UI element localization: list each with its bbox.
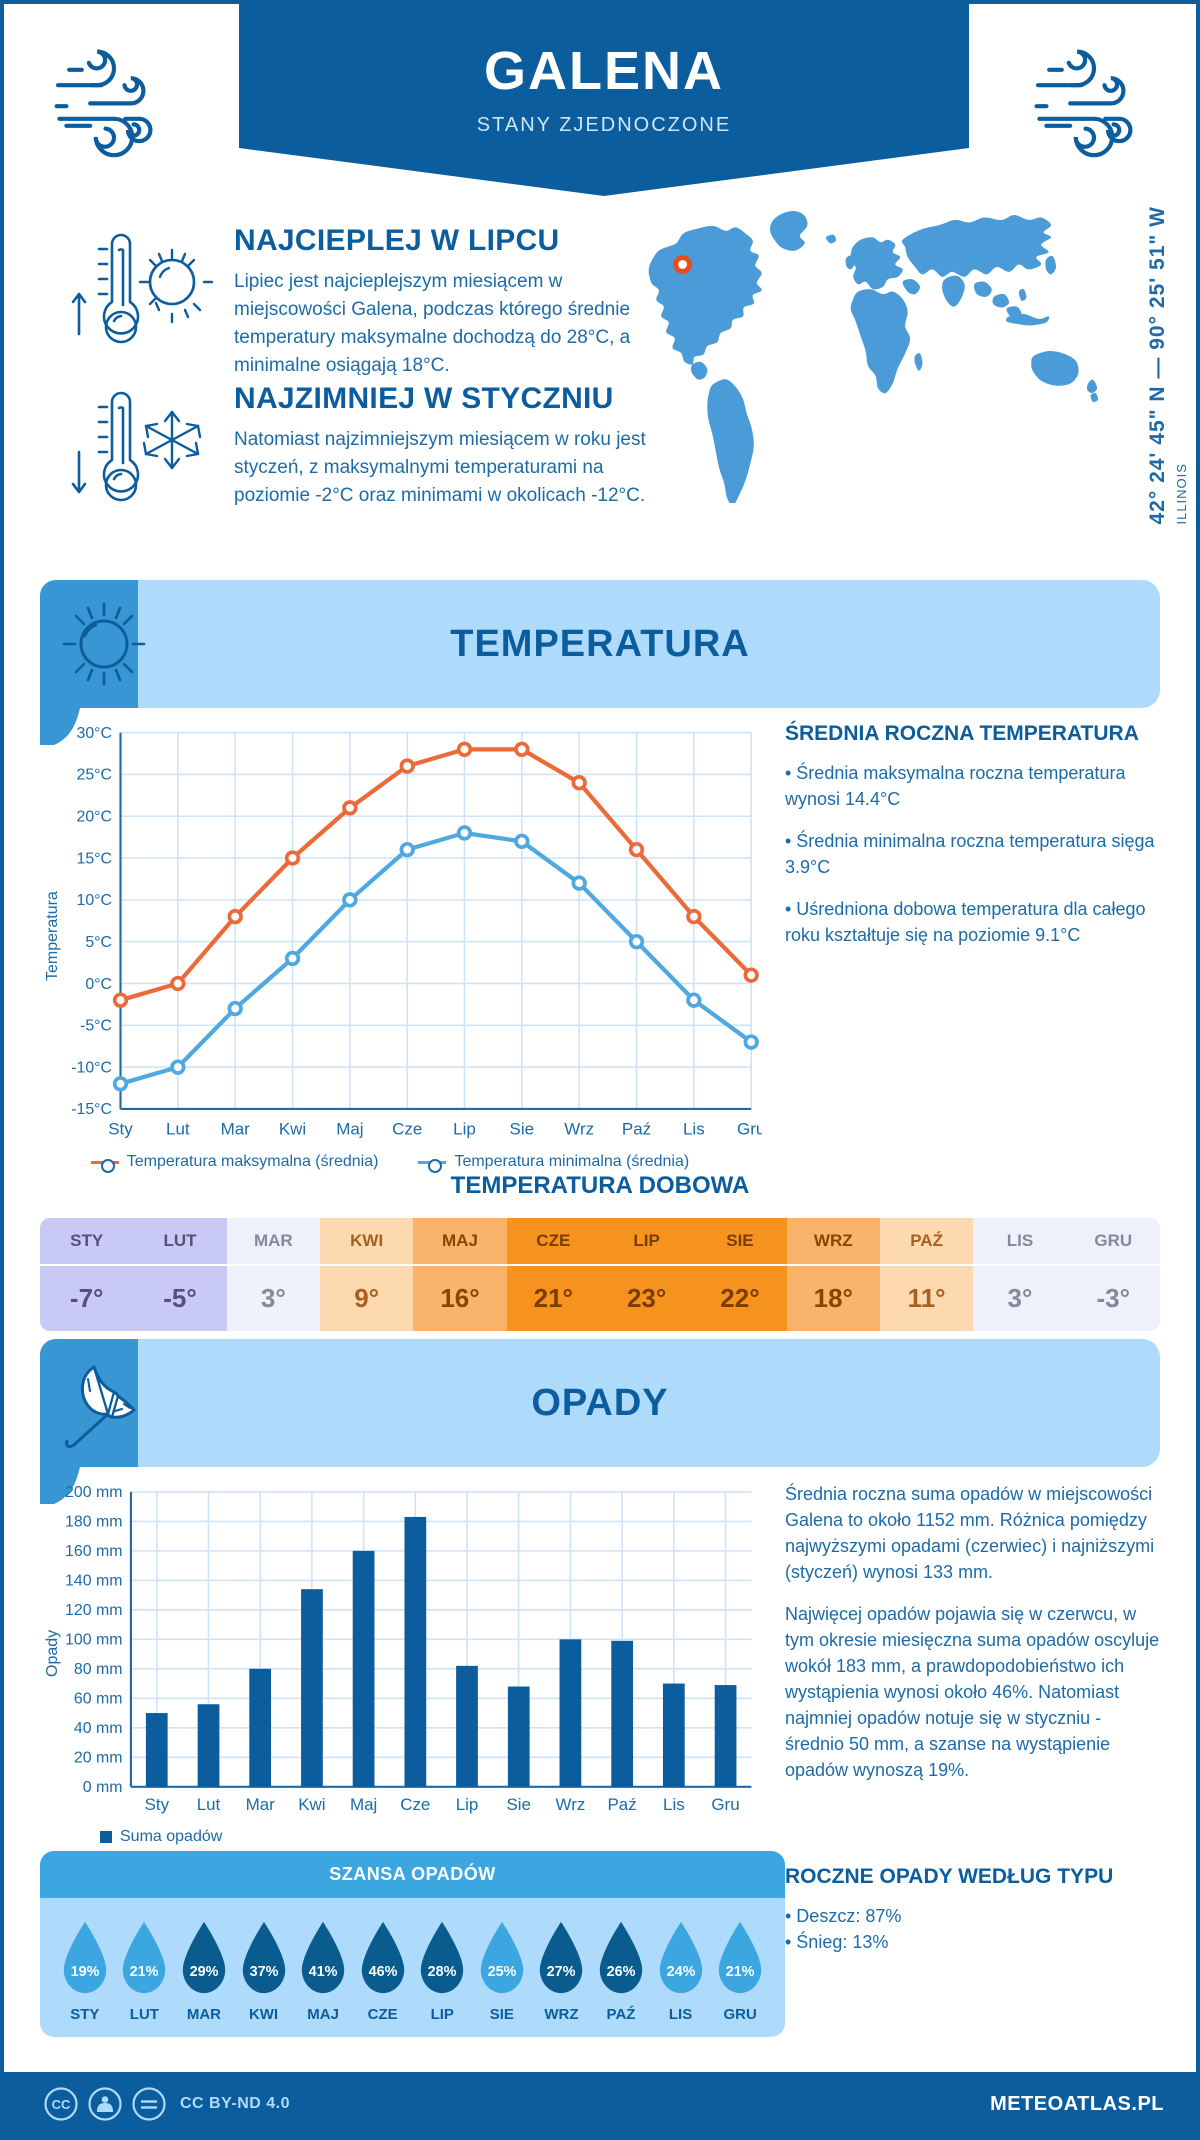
svg-text:Gru: Gru: [711, 1795, 739, 1814]
svg-text:5°C: 5°C: [85, 934, 112, 951]
svg-text:Wrz: Wrz: [556, 1795, 586, 1814]
svg-text:-10°C: -10°C: [71, 1059, 112, 1076]
svg-text:Sie: Sie: [510, 1119, 534, 1138]
svg-text:Cze: Cze: [400, 1795, 430, 1814]
svg-text:Sty: Sty: [108, 1119, 133, 1138]
svg-text:200 mm: 200 mm: [65, 1484, 122, 1501]
svg-text:15°C: 15°C: [77, 850, 113, 867]
svg-text:37%: 37%: [249, 1964, 278, 1980]
svg-text:Cze: Cze: [392, 1119, 422, 1138]
svg-text:25%: 25%: [487, 1964, 516, 1980]
svg-text:Mar: Mar: [221, 1119, 251, 1138]
svg-text:Lip: Lip: [453, 1119, 476, 1138]
svg-text:140 mm: 140 mm: [65, 1573, 122, 1590]
svg-text:80 mm: 80 mm: [74, 1661, 123, 1678]
svg-text:30°C: 30°C: [77, 725, 113, 742]
svg-text:21%: 21%: [130, 1964, 159, 1980]
svg-text:25°C: 25°C: [77, 767, 113, 784]
svg-text:20 mm: 20 mm: [74, 1750, 123, 1767]
svg-text:10°C: 10°C: [77, 892, 113, 909]
svg-text:28%: 28%: [428, 1964, 457, 1980]
svg-text:26%: 26%: [607, 1964, 636, 1980]
svg-text:Wrz: Wrz: [564, 1119, 594, 1138]
svg-text:160 mm: 160 mm: [65, 1543, 122, 1560]
svg-text:Lut: Lut: [166, 1119, 190, 1138]
svg-text:0°C: 0°C: [85, 976, 112, 993]
svg-text:Lis: Lis: [683, 1119, 705, 1138]
svg-text:46%: 46%: [368, 1964, 397, 1980]
svg-text:100 mm: 100 mm: [65, 1632, 122, 1649]
svg-text:Sie: Sie: [506, 1795, 530, 1814]
svg-text:27%: 27%: [547, 1964, 576, 1980]
svg-text:29%: 29%: [190, 1964, 219, 1980]
svg-text:60 mm: 60 mm: [74, 1691, 123, 1708]
svg-text:-5°C: -5°C: [80, 1018, 112, 1035]
svg-text:40 mm: 40 mm: [74, 1720, 123, 1737]
svg-text:Mar: Mar: [246, 1795, 276, 1814]
svg-text:Kwi: Kwi: [279, 1119, 306, 1138]
svg-text:Gru: Gru: [737, 1119, 762, 1138]
svg-text:19%: 19%: [70, 1964, 99, 1980]
svg-text:Kwi: Kwi: [298, 1795, 325, 1814]
svg-text:Sty: Sty: [145, 1795, 170, 1814]
svg-text:41%: 41%: [309, 1964, 338, 1980]
svg-text:Lis: Lis: [663, 1795, 685, 1814]
svg-text:Maj: Maj: [350, 1795, 377, 1814]
svg-text:Paź: Paź: [608, 1795, 637, 1814]
svg-text:24%: 24%: [666, 1964, 695, 1980]
svg-text:180 mm: 180 mm: [65, 1514, 122, 1531]
svg-text:0 mm: 0 mm: [83, 1779, 123, 1796]
svg-text:Lut: Lut: [197, 1795, 221, 1814]
svg-text:Paź: Paź: [622, 1119, 651, 1138]
svg-text:Maj: Maj: [336, 1119, 363, 1138]
svg-text:CC: CC: [52, 2097, 71, 2112]
svg-text:21%: 21%: [726, 1964, 755, 1980]
svg-text:20°C: 20°C: [77, 809, 113, 826]
svg-text:120 mm: 120 mm: [65, 1602, 122, 1619]
svg-text:Lip: Lip: [456, 1795, 479, 1814]
svg-text:-15°C: -15°C: [71, 1101, 112, 1118]
